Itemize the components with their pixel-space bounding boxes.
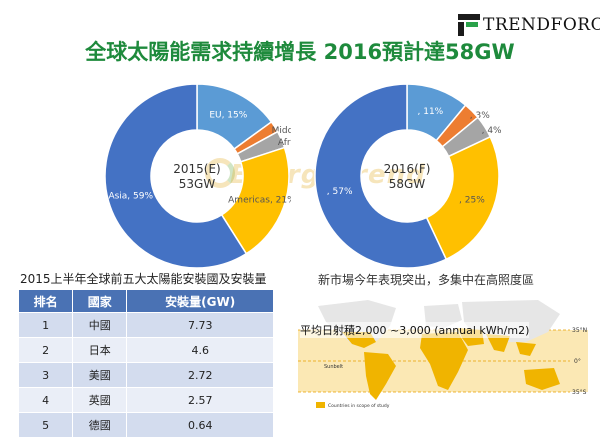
donut-chart-2015: EU, 15% Middle East, 2% Africa, 3% Americas… [104,83,291,269]
lat-label-35s: 35°S [572,389,587,396]
table-row: 4 英國 2.57 [17,387,274,413]
capacity-cell: 2.57 [126,387,274,413]
lat-label-equator: 0° [574,358,581,365]
map-title: 新市場今年表現突出，多集中在高照度區 [318,273,535,287]
country-cell: 美國 [72,362,128,388]
column-header-capacity: 安裝量(GW) [126,289,274,313]
donut-label-2015-1: Middle East, 2% [272,126,291,136]
donut-slice-2016-3 [425,135,500,261]
country-cell: 日本 [72,337,128,363]
donut-label-2015-0: EU, 15% [209,111,247,121]
donut-label-2016-4: , 57% [327,187,353,197]
south-asia-highlight [486,334,510,352]
legend-label: Countries in scope of study [328,403,390,409]
column-header-country: 國家 [72,289,128,313]
table-title: 2015上半年全球前五大太陽能安裝國及安裝量 [20,272,267,286]
column-header-rank: 排名 [17,289,74,313]
table-header-row: 排名 國家 安裝量(GW) [17,289,274,313]
rank-cell: 5 [17,412,74,438]
capacity-cell: 0.64 [126,412,274,438]
country-cell: 中國 [72,312,128,338]
south-america-land [364,352,396,400]
table-row: 2 日本 4.6 [17,337,274,363]
legend-swatch [316,402,325,408]
page-title: 全球太陽能需求持續增長 2016預計達58GW [85,40,515,64]
watermark-icon [205,158,235,188]
donut-label-2016-2: , 4% [482,126,501,136]
donut-center-label-2015: 2015(E) [173,162,220,176]
donut-center-label-2016: 58GW [389,177,426,191]
australia-land [524,368,560,390]
donut-slice-2015-4 [104,83,248,269]
donut-label-2015-4: Asia, 59% [108,191,153,201]
capacity-cell: 7.73 [126,312,274,338]
top5-installation-table: 排名 國家 安裝量(GW) 1 中國 7.73 2 日本 4.6 3 美國 2.… [17,289,274,438]
donut-chart-2016: , 11% , 3% , 4% , 25% , 57% 2016(F)58GW [314,83,501,269]
country-cell: 德國 [72,412,128,438]
capacity-cell: 2.72 [126,362,274,388]
logo-text: TRENDFORCE [483,15,600,35]
donut-center-label-2016: 2016(F) [384,162,431,176]
africa-land [420,332,468,390]
donut-label-2015-3: Americas, 21% [228,195,291,205]
table-row: 1 中國 7.73 [17,312,274,338]
donut-label-2015-2: Africa, 3% [278,138,291,148]
table-row: 5 德國 0.64 [17,412,274,438]
donut-slice-2015-3 [220,146,290,255]
table-row: 3 美國 2.72 [17,362,274,388]
trendforce-logo-icon [458,14,480,36]
country-cell: 英國 [72,387,128,413]
donut-label-2016-1: , 3% [470,111,490,121]
rank-cell: 2 [17,337,74,363]
trendforce-logo: TRENDFORCE [458,14,600,36]
donut-label-2016-0: , 11% [418,107,444,117]
rank-cell: 4 [17,387,74,413]
capacity-cell: 4.6 [126,337,274,363]
sunbelt-label: Sunbelt [324,364,343,370]
rank-cell: 3 [17,362,74,388]
donut-slice-2016-4 [314,83,448,269]
donut-center-label-2015: 53GW [179,177,216,191]
southeast-asia-highlight [516,342,536,356]
rank-cell: 1 [17,312,74,338]
lat-label-35n: 35°N [572,327,587,334]
sunbelt-world-map: 35°N 0° 35°S Sunbelt Countries in scope … [298,292,588,417]
map-caption: 平均日射積2,000 ~3,000 (annual kWh/m2) [300,322,530,338]
donut-label-2016-3: , 25% [459,195,485,205]
